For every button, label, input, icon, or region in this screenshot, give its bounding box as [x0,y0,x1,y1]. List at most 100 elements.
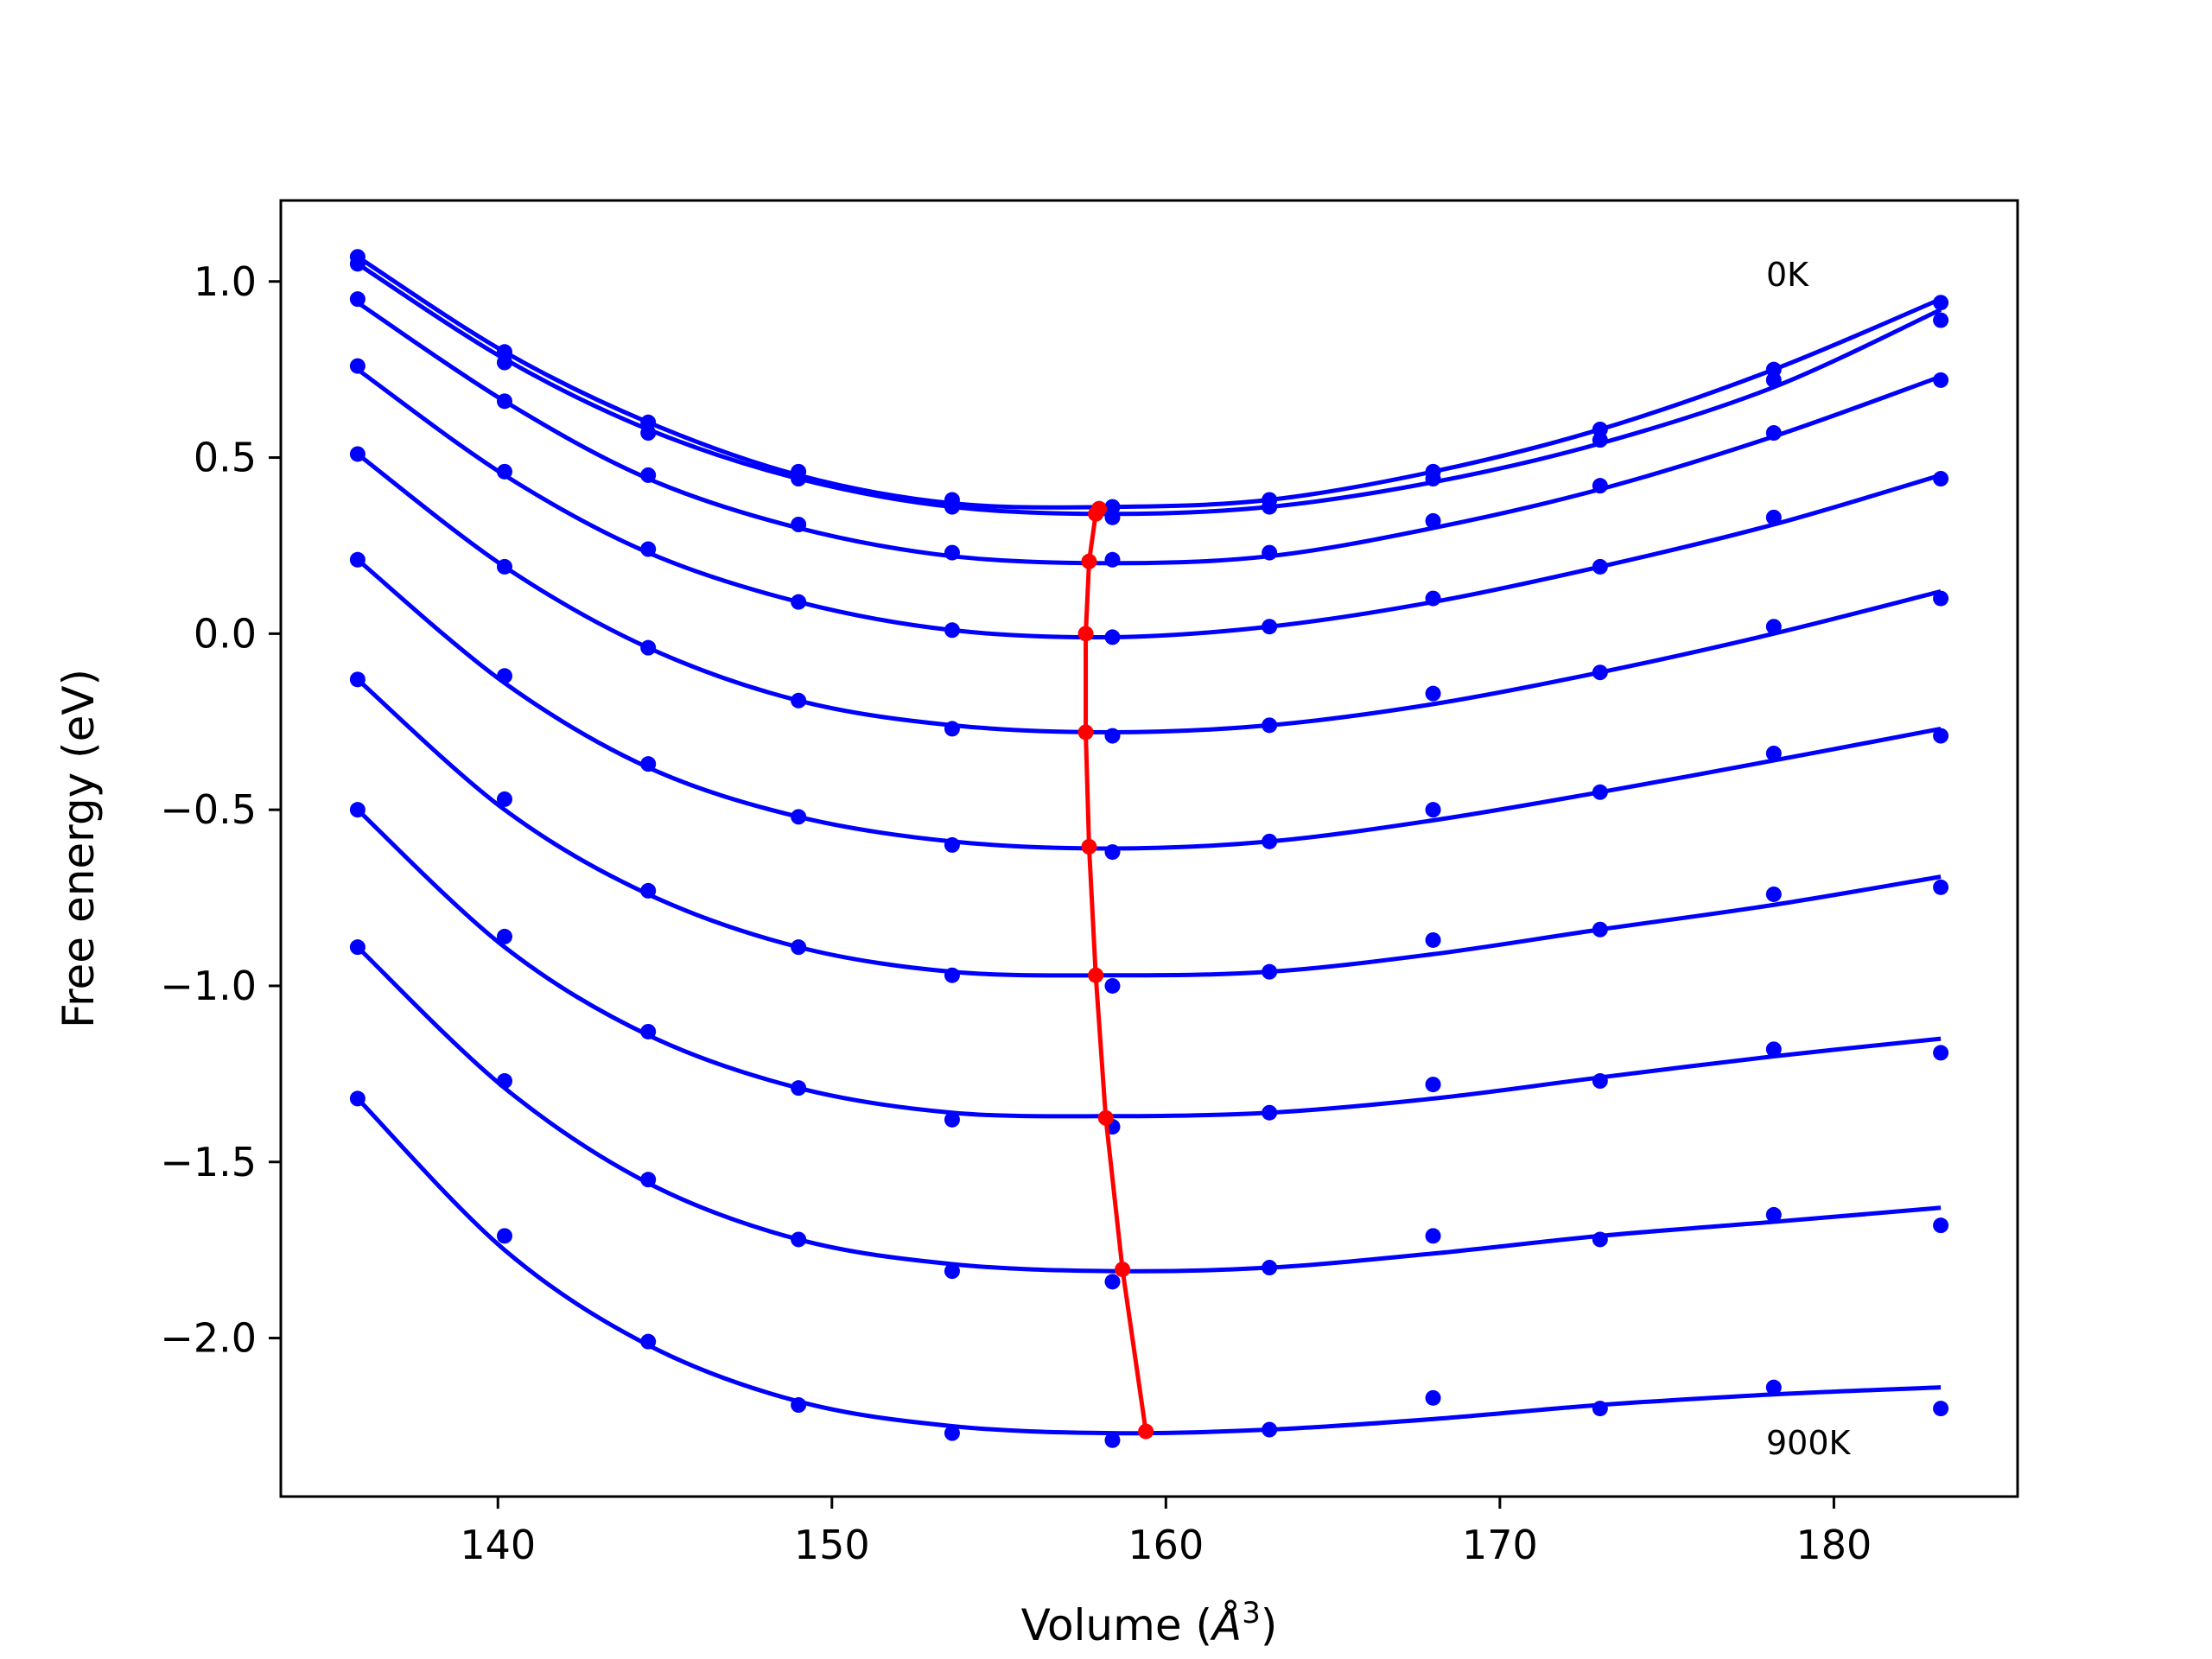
y-tick-label-6: −2.0 [160,1315,257,1362]
data-point-7-4 [944,1111,960,1128]
data-point-2-7 [1425,512,1441,529]
data-point-3-8 [1592,558,1608,575]
data-point-1-0 [349,256,365,272]
data-point-8-4 [944,1263,960,1280]
data-point-3-4 [944,622,960,639]
x-tick-label-1: 150 [794,1522,870,1568]
data-point-8-3 [791,1231,807,1248]
data-point-2-3 [791,517,807,532]
plot-area [349,249,1949,1448]
data-point-6-5 [1104,977,1121,994]
fit-curve-4 [356,452,1942,734]
data-point-7-2 [640,1023,657,1039]
data-point-9-3 [791,1397,807,1414]
data-point-1-6 [1262,499,1278,515]
data-point-9-10 [1933,1401,1949,1417]
data-point-4-8 [1592,664,1608,681]
data-point-1-9 [1765,372,1782,388]
y-tick-label-0: 1.0 [194,258,257,305]
fit-curve-5 [356,557,1942,851]
data-point-9-6 [1262,1421,1278,1438]
data-point-3-7 [1425,590,1441,607]
data-point-8-1 [496,1073,512,1090]
data-point-9-7 [1425,1389,1441,1406]
data-point-4-9 [1765,619,1782,635]
y-tick-label-2: 0.0 [194,610,257,657]
data-point-6-3 [791,939,807,956]
data-point-1-10 [1933,312,1949,328]
data-point-6-0 [349,671,365,688]
data-point-8-0 [349,939,365,956]
data-point-3-5 [1104,629,1121,645]
data-point-2-5 [1104,551,1121,568]
data-point-6-10 [1933,879,1949,895]
y-axis-label: Free energy (eV) [54,669,104,1028]
data-point-3-6 [1262,619,1278,635]
minimum-point-6 [1088,967,1104,983]
data-point-3-10 [1933,471,1949,487]
data-point-7-7 [1425,1077,1441,1093]
data-point-4-4 [944,721,960,737]
data-point-4-0 [349,446,365,462]
minimum-point-1 [1088,505,1104,522]
data-point-8-9 [1765,1206,1782,1223]
data-point-5-2 [640,756,657,772]
fit-curve-1 [356,262,1942,517]
minimum-point-2 [1081,553,1097,569]
data-point-5-5 [1104,844,1121,861]
data-point-5-9 [1765,745,1782,761]
x-tick-label-3: 170 [1462,1522,1538,1568]
plot-frame [279,199,2019,1498]
data-point-4-2 [640,639,657,656]
data-point-5-3 [791,809,807,825]
data-point-7-1 [496,928,512,944]
data-point-3-1 [496,463,512,480]
data-point-8-2 [640,1172,657,1188]
minimum-point-8 [1115,1262,1131,1278]
data-point-6-4 [944,967,960,983]
data-point-5-7 [1425,802,1441,818]
fit-curve-7 [356,808,1942,1119]
data-point-9-4 [944,1425,960,1441]
data-point-1-5 [1104,509,1121,525]
x-tick-label-0: 140 [460,1522,536,1568]
data-point-4-1 [496,558,512,575]
data-point-7-9 [1765,1041,1782,1058]
data-point-4-6 [1262,717,1278,734]
data-point-7-0 [349,802,365,818]
data-point-6-6 [1262,963,1278,980]
data-point-1-1 [496,354,512,371]
x-tick-label-4: 180 [1796,1522,1872,1568]
data-point-1-3 [791,471,807,487]
data-point-9-9 [1765,1379,1782,1395]
minimum-line [1084,507,1148,1432]
data-point-7-6 [1262,1104,1278,1121]
data-point-9-2 [640,1333,657,1350]
minimum-point-7 [1097,1109,1114,1126]
data-point-1-2 [640,425,657,442]
data-point-8-7 [1425,1228,1441,1244]
x-axis-label: Volume (Å3) [1021,1596,1278,1650]
data-point-3-2 [640,541,657,557]
data-point-1-8 [1592,432,1608,448]
data-point-3-9 [1765,509,1782,525]
fit-curve-8 [356,945,1942,1274]
data-point-7-10 [1933,1045,1949,1061]
data-point-6-9 [1765,886,1782,902]
data-point-2-9 [1765,425,1782,442]
data-point-2-4 [944,544,960,561]
data-point-4-5 [1104,728,1121,744]
y-tick-label-5: −1.5 [160,1139,257,1185]
minimum-point-4 [1077,724,1094,741]
data-point-6-7 [1425,931,1441,948]
fit-curve-3 [356,367,1942,640]
data-point-1-7 [1425,471,1441,487]
data-point-9-1 [496,1228,512,1244]
data-point-9-8 [1592,1401,1608,1417]
minimum-point-9 [1138,1423,1154,1440]
data-point-2-10 [1933,372,1949,388]
annotation-900k: 900K [1766,1424,1852,1462]
data-point-5-4 [944,836,960,853]
axis-ticks: 140 150 160 170 180 1.0 0.5 0.0 −0.5 −1.0 −1.5 −2.0 [160,258,1872,1568]
x-tick-label-2: 160 [1128,1522,1204,1568]
